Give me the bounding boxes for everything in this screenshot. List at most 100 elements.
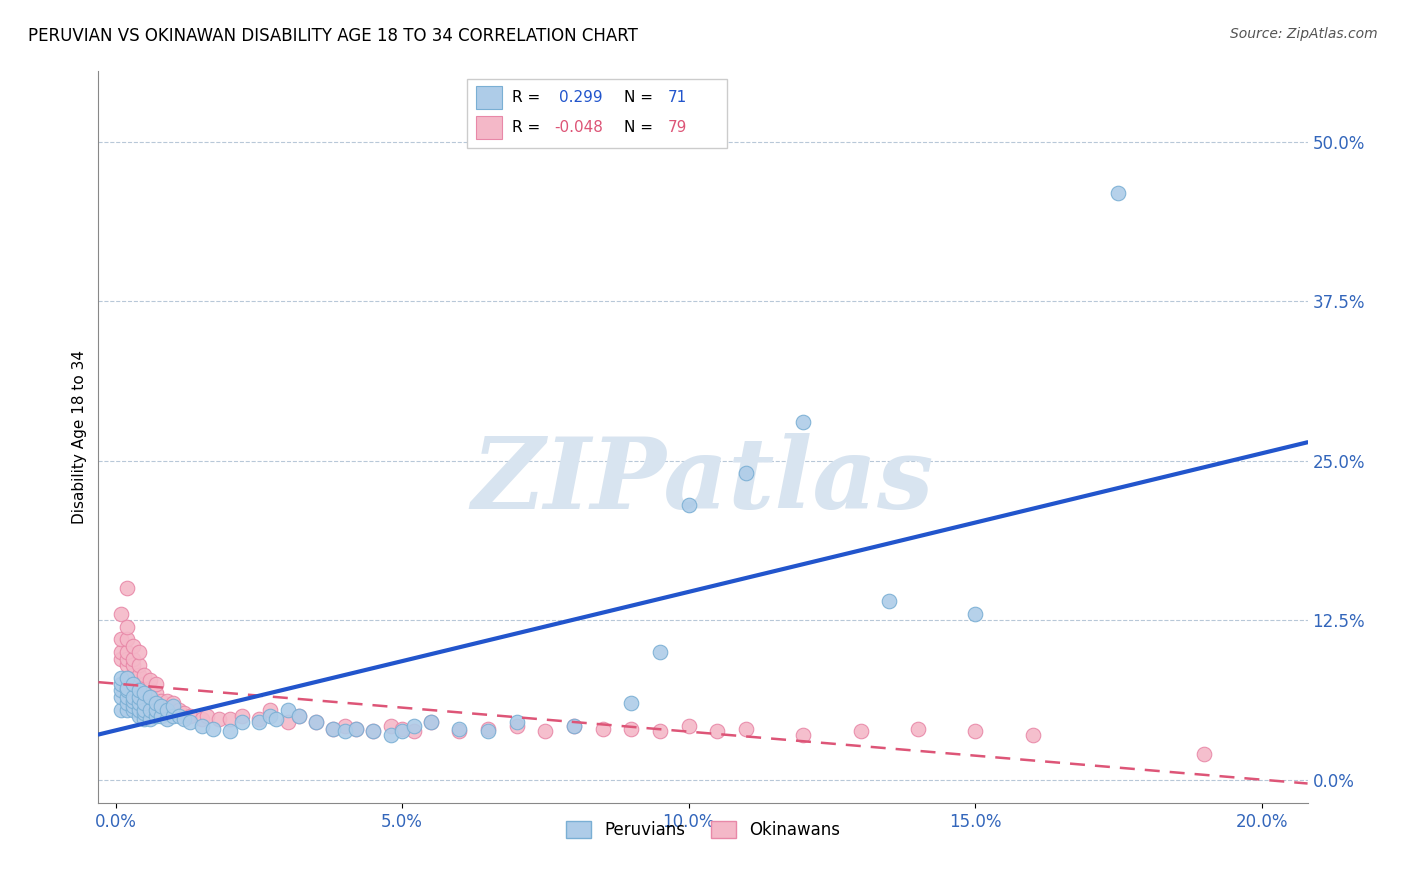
Point xyxy=(110,632,132,647)
Point xyxy=(121,683,143,698)
Point xyxy=(121,698,143,713)
Point xyxy=(139,698,162,713)
Point xyxy=(179,709,201,723)
Point xyxy=(877,594,900,608)
Point xyxy=(620,696,643,710)
Point xyxy=(907,722,929,736)
Point xyxy=(648,645,671,659)
Point xyxy=(139,690,162,704)
Point xyxy=(150,694,173,708)
FancyBboxPatch shape xyxy=(475,116,502,139)
Legend: Peruvians, Okinawans: Peruvians, Okinawans xyxy=(560,814,846,846)
Point xyxy=(121,703,143,717)
Point xyxy=(247,715,270,730)
Point xyxy=(115,683,138,698)
Point xyxy=(219,712,242,726)
Point xyxy=(620,722,643,736)
Point xyxy=(264,712,287,726)
Point xyxy=(167,709,190,723)
Point xyxy=(115,690,138,704)
Point xyxy=(110,690,132,704)
Point xyxy=(173,712,195,726)
Text: ZIPatlas: ZIPatlas xyxy=(472,433,934,529)
Point xyxy=(121,694,143,708)
Point xyxy=(173,706,195,721)
Point xyxy=(115,620,138,634)
Point xyxy=(190,712,212,726)
Point xyxy=(195,709,218,723)
Text: R =: R = xyxy=(512,120,540,136)
Point xyxy=(134,668,156,682)
Point xyxy=(128,696,150,710)
Point xyxy=(849,724,872,739)
Point xyxy=(592,722,614,736)
Point xyxy=(231,715,253,730)
Text: N =: N = xyxy=(624,90,654,105)
Point xyxy=(391,722,413,736)
Point xyxy=(202,722,225,736)
Point xyxy=(121,677,143,691)
Point xyxy=(145,686,167,700)
Point xyxy=(322,722,344,736)
Point xyxy=(965,607,987,621)
Point xyxy=(150,703,173,717)
Point xyxy=(419,715,441,730)
Y-axis label: Disability Age 18 to 34: Disability Age 18 to 34 xyxy=(72,350,87,524)
Point xyxy=(115,696,138,710)
Point xyxy=(156,703,179,717)
Point xyxy=(150,698,173,713)
Point xyxy=(156,703,179,717)
Point xyxy=(134,677,156,691)
Text: 79: 79 xyxy=(668,120,688,136)
Point xyxy=(1107,186,1129,200)
Point xyxy=(110,671,132,685)
Point xyxy=(110,677,132,691)
Point xyxy=(128,677,150,691)
Point xyxy=(965,724,987,739)
Point xyxy=(402,724,425,739)
Point xyxy=(380,728,402,742)
Point xyxy=(231,709,253,723)
Point xyxy=(162,709,184,723)
Point xyxy=(792,728,814,742)
Point xyxy=(678,719,700,733)
Point xyxy=(128,709,150,723)
Point xyxy=(162,703,184,717)
Point xyxy=(179,715,201,730)
Point xyxy=(277,703,299,717)
Point xyxy=(128,683,150,698)
Point xyxy=(115,651,138,665)
Point xyxy=(506,719,529,733)
Point xyxy=(363,724,385,739)
Point xyxy=(162,696,184,710)
Point xyxy=(110,651,132,665)
Point xyxy=(128,703,150,717)
Text: 0.299: 0.299 xyxy=(560,90,603,105)
Point xyxy=(121,668,143,682)
FancyBboxPatch shape xyxy=(467,78,727,148)
Point xyxy=(449,722,471,736)
Point xyxy=(735,467,758,481)
Point xyxy=(134,686,156,700)
Point xyxy=(419,715,441,730)
Point xyxy=(128,690,150,704)
Point xyxy=(139,690,162,704)
Point xyxy=(391,724,413,739)
FancyBboxPatch shape xyxy=(475,86,502,110)
Point xyxy=(134,712,156,726)
Point xyxy=(333,724,356,739)
Point xyxy=(128,690,150,704)
Point xyxy=(115,632,138,647)
Point xyxy=(477,722,499,736)
Point xyxy=(678,499,700,513)
Point xyxy=(288,709,311,723)
Point xyxy=(190,719,212,733)
Point xyxy=(145,696,167,710)
Text: 71: 71 xyxy=(668,90,688,105)
Point xyxy=(792,416,814,430)
Point xyxy=(162,698,184,713)
Point xyxy=(156,712,179,726)
Point xyxy=(134,696,156,710)
Point xyxy=(134,706,156,721)
Point xyxy=(322,722,344,736)
